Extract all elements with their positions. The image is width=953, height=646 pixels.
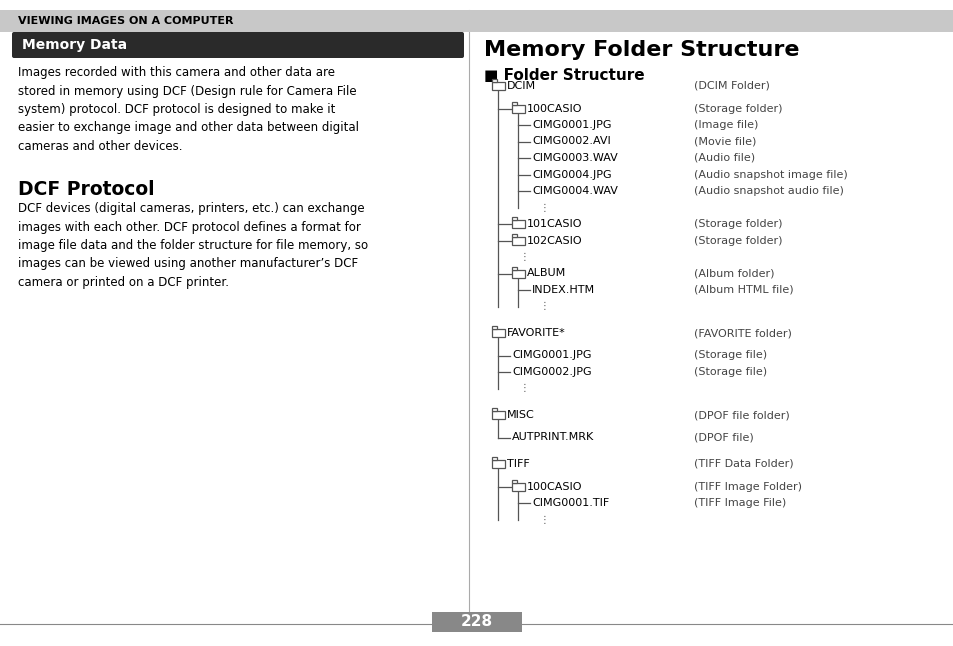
Text: (TIFF Image File): (TIFF Image File) (693, 498, 785, 508)
Text: (TIFF Image Folder): (TIFF Image Folder) (693, 481, 801, 492)
Text: 100CASIO: 100CASIO (526, 103, 582, 114)
Text: (Audio snapshot image file): (Audio snapshot image file) (693, 169, 847, 180)
Text: CIMG0004.JPG: CIMG0004.JPG (532, 169, 611, 180)
Text: ⋮: ⋮ (539, 202, 549, 213)
Text: VIEWING IMAGES ON A COMPUTER: VIEWING IMAGES ON A COMPUTER (18, 16, 233, 26)
Text: (Image file): (Image file) (693, 120, 758, 130)
Text: INDEX.HTM: INDEX.HTM (532, 285, 595, 295)
FancyBboxPatch shape (432, 612, 521, 632)
Text: 100CASIO: 100CASIO (526, 481, 582, 492)
Text: ■ Folder Structure: ■ Folder Structure (483, 68, 644, 83)
Text: ⋮: ⋮ (519, 384, 529, 393)
Text: FAVORITE*: FAVORITE* (506, 328, 565, 338)
Text: ALBUM: ALBUM (526, 269, 566, 278)
FancyBboxPatch shape (492, 408, 497, 411)
FancyBboxPatch shape (492, 329, 504, 337)
FancyBboxPatch shape (512, 267, 517, 269)
FancyBboxPatch shape (512, 217, 517, 220)
Text: DCIM: DCIM (506, 81, 536, 91)
Text: CIMG0003.WAV: CIMG0003.WAV (532, 153, 618, 163)
Text: Images recorded with this camera and other data are
stored in memory using DCF (: Images recorded with this camera and oth… (18, 66, 358, 153)
Text: (DPOF file): (DPOF file) (693, 433, 753, 443)
FancyBboxPatch shape (492, 79, 497, 82)
Text: (Album folder): (Album folder) (693, 269, 774, 278)
Text: DCF Protocol: DCF Protocol (18, 180, 154, 199)
FancyBboxPatch shape (512, 269, 524, 278)
Text: DCF devices (digital cameras, printers, etc.) can exchange
images with each othe: DCF devices (digital cameras, printers, … (18, 202, 368, 289)
FancyBboxPatch shape (492, 457, 497, 460)
Text: CIMG0002.AVI: CIMG0002.AVI (532, 136, 610, 147)
FancyBboxPatch shape (492, 411, 504, 419)
Text: Memory Folder Structure: Memory Folder Structure (483, 40, 799, 60)
FancyBboxPatch shape (512, 220, 524, 228)
FancyBboxPatch shape (492, 460, 504, 468)
Text: (Storage file): (Storage file) (693, 351, 766, 360)
Text: (Storage file): (Storage file) (693, 367, 766, 377)
Text: CIMG0004.WAV: CIMG0004.WAV (532, 186, 618, 196)
Text: (Movie file): (Movie file) (693, 136, 756, 147)
FancyBboxPatch shape (492, 326, 497, 329)
FancyBboxPatch shape (512, 479, 517, 483)
Text: (Storage folder): (Storage folder) (693, 236, 781, 245)
Text: CIMG0001.JPG: CIMG0001.JPG (512, 351, 591, 360)
Text: Memory Data: Memory Data (22, 38, 127, 52)
Text: ⋮: ⋮ (539, 514, 549, 525)
Text: (Audio snapshot audio file): (Audio snapshot audio file) (693, 186, 843, 196)
FancyBboxPatch shape (512, 105, 524, 112)
Text: CIMG0001.JPG: CIMG0001.JPG (532, 120, 611, 130)
FancyBboxPatch shape (0, 10, 953, 32)
Text: (Storage folder): (Storage folder) (693, 219, 781, 229)
Text: 102CASIO: 102CASIO (526, 236, 582, 245)
Text: (FAVORITE folder): (FAVORITE folder) (693, 328, 791, 338)
Text: ⋮: ⋮ (519, 252, 529, 262)
Text: TIFF: TIFF (506, 459, 529, 469)
Text: CIMG0002.JPG: CIMG0002.JPG (512, 367, 591, 377)
Text: (Album HTML file): (Album HTML file) (693, 285, 793, 295)
Text: ⋮: ⋮ (539, 302, 549, 311)
Text: (Storage folder): (Storage folder) (693, 103, 781, 114)
Text: AUTPRINT.MRK: AUTPRINT.MRK (512, 433, 594, 443)
Text: (DPOF file folder): (DPOF file folder) (693, 410, 789, 420)
Text: (Audio file): (Audio file) (693, 153, 755, 163)
Text: (TIFF Data Folder): (TIFF Data Folder) (693, 459, 793, 469)
Text: 101CASIO: 101CASIO (526, 219, 582, 229)
FancyBboxPatch shape (512, 101, 517, 105)
FancyBboxPatch shape (492, 82, 504, 90)
FancyBboxPatch shape (512, 233, 517, 236)
Text: (DCIM Folder): (DCIM Folder) (693, 81, 769, 91)
Text: 228: 228 (460, 614, 493, 629)
FancyBboxPatch shape (12, 32, 463, 58)
Text: CIMG0001.TIF: CIMG0001.TIF (532, 498, 609, 508)
FancyBboxPatch shape (512, 483, 524, 490)
FancyBboxPatch shape (512, 236, 524, 244)
Text: MISC: MISC (506, 410, 535, 420)
